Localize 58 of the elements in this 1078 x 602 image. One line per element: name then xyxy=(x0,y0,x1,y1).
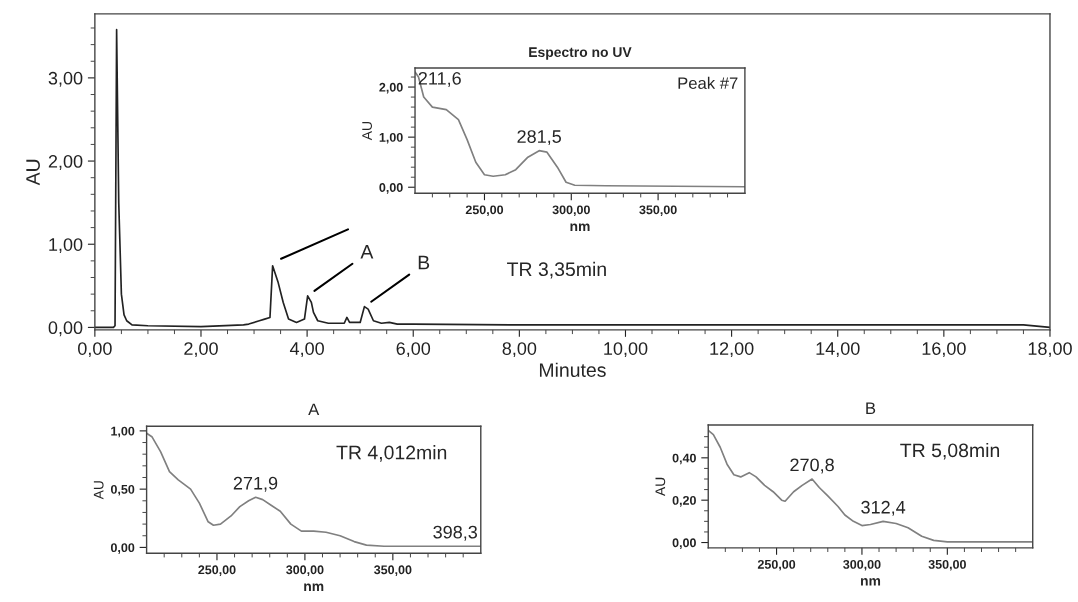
y-tick-label: 1,00 xyxy=(111,426,135,438)
annotation: 270,8 xyxy=(790,458,834,474)
y-tick-label: 0,00 xyxy=(110,543,135,554)
x-tick-label: 250,00 xyxy=(465,205,504,217)
annotation: 281,5 xyxy=(517,130,561,146)
line-series xyxy=(708,429,1033,543)
annotation: A xyxy=(360,245,374,259)
x-tick-label: 18,00 xyxy=(1028,342,1072,358)
annotation: TR 5,08min xyxy=(900,442,1000,460)
x-tick-label: 10,00 xyxy=(604,342,648,358)
x-tick-label: 4,00 xyxy=(289,342,324,358)
x-tick-label: 350,00 xyxy=(639,205,677,217)
x-tick-label: 300,00 xyxy=(286,565,324,577)
y-tick-label: 3,00 xyxy=(48,71,83,87)
x-tick-label: 2,00 xyxy=(184,342,218,358)
annotation: Peak #7 xyxy=(678,76,738,90)
x-tick-label: 16,00 xyxy=(922,342,966,358)
x-axis-title: Minutes xyxy=(539,362,606,377)
y-tick-label: 0,50 xyxy=(110,484,135,496)
y-axis-title: AU xyxy=(655,477,666,497)
y-tick-label: 2,00 xyxy=(48,154,83,170)
chart-title: B xyxy=(866,402,876,414)
y-tick-label: 0,20 xyxy=(672,495,696,507)
x-axis-title: nm xyxy=(570,223,590,231)
annotation: 211,6 xyxy=(418,71,461,87)
x-axis-title: nm xyxy=(860,578,881,586)
y-axis-title: AU xyxy=(362,122,372,141)
y-tick-label: 0,00 xyxy=(48,321,83,337)
y-axis-title: AU xyxy=(93,481,104,500)
x-tick-label: 14,00 xyxy=(816,342,860,358)
x-tick-label: 6,00 xyxy=(396,342,431,358)
x-tick-label: 8,00 xyxy=(502,342,537,358)
annotation: TR 4,012min xyxy=(336,445,447,462)
x-tick-label: 300,00 xyxy=(552,205,590,217)
x-tick-label: 250,00 xyxy=(198,565,236,577)
x-tick-label: 350,00 xyxy=(928,559,966,571)
x-tick-label: 12,00 xyxy=(710,342,754,358)
annotation: B xyxy=(418,255,430,270)
x-tick-label: 350,00 xyxy=(374,565,412,577)
x-tick-label: 250,00 xyxy=(757,559,796,571)
y-tick-label: 1,00 xyxy=(49,238,83,254)
y-tick-label: 0,00 xyxy=(672,538,696,549)
x-tick-label: 0,00 xyxy=(78,342,112,358)
y-tick-label: 0,40 xyxy=(672,453,696,465)
line-series xyxy=(146,432,481,548)
y-tick-label: 0,00 xyxy=(379,183,403,194)
annotation: 312,4 xyxy=(861,500,906,516)
annotation: TR 3,35min xyxy=(507,261,606,279)
line-series xyxy=(415,71,745,188)
y-tick-label: 1,00 xyxy=(379,132,403,144)
chart-title: A xyxy=(308,403,320,416)
x-axis-title: nm xyxy=(304,583,324,591)
y-axis-title: AU xyxy=(26,159,40,186)
chart-title: Espectro no UV xyxy=(529,47,632,60)
x-tick-label: 300,00 xyxy=(843,559,881,571)
y-tick-label: 2,00 xyxy=(379,82,403,94)
annotation: 271,9 xyxy=(233,476,278,492)
annotation: 398,3 xyxy=(433,525,478,541)
